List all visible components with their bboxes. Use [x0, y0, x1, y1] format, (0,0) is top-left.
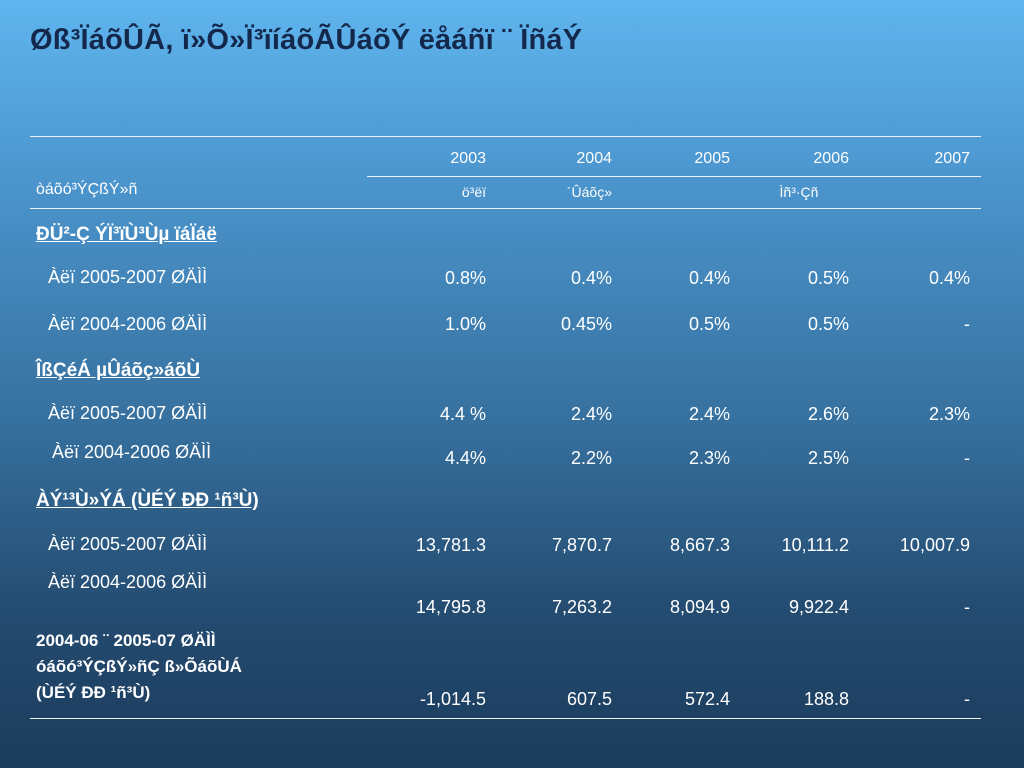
footer-label-line-1: 2004-06 ¨ 2005-07 ØÄÌÌ: [36, 631, 216, 650]
table-cell: 4.4%: [444, 448, 486, 468]
section-title: ÀÝ¹³Ù»ÝÁ (ÙÉÝ ÐÐ ¹ñ³Ù): [36, 490, 259, 511]
table-cell: 9,922.4: [788, 597, 849, 617]
table-cell: 1.0%: [444, 314, 486, 334]
table-bottom-rule: [30, 718, 981, 719]
year-header-2007: 2007: [934, 150, 970, 167]
table-cell: -: [964, 597, 970, 617]
table-cell: 0.5%: [688, 314, 730, 334]
footer-label-line-3: (ÙÉÝ ÐÐ ¹ñ³Ù): [36, 683, 151, 702]
table-cell: -1,014.5: [419, 689, 486, 709]
table-cell: 14,795.8: [415, 597, 486, 617]
year-header-2003: 2003: [450, 150, 486, 167]
table-cell: 2.4%: [570, 404, 612, 424]
table-cell: 8,094.9: [669, 597, 730, 617]
table-cell: -: [964, 689, 970, 709]
table-cell: 0.5%: [807, 268, 849, 288]
row-label: Àëï 2004-2006 ØÄÌÌ: [48, 314, 208, 334]
row-label: Àëï 2005-2007 ØÄÌÌ: [48, 534, 208, 554]
subheader-actual: ö³ëï: [461, 184, 486, 200]
table-cell: 2.3%: [688, 448, 730, 468]
table-cell: 13,781.3: [415, 535, 486, 555]
table-cell: 0.5%: [807, 314, 849, 334]
table-cell: 2.2%: [570, 448, 612, 468]
section-title: ÎßÇéÁ µÛáõç»áõÙ: [36, 360, 201, 381]
table-top-rule: [30, 136, 981, 137]
table-cell: 2.3%: [928, 404, 970, 424]
year-header-2005: 2005: [694, 150, 730, 167]
table-cell: 607.5: [566, 689, 612, 709]
header-bottom-rule: [30, 208, 981, 209]
year-header-2006: 2006: [813, 150, 849, 167]
section-title: ÐÜ²-Ç ÝÏ³ïÙ³Ùµ ïáÏáë: [36, 224, 217, 245]
row-label: Àëï 2005-2007 ØÄÌÌ: [48, 403, 208, 423]
table-cell: 7,870.7: [551, 535, 612, 555]
table-cell: -: [964, 448, 970, 468]
subheader-program: Ìñ³·Çñ: [779, 184, 819, 200]
table-cell: 2.4%: [688, 404, 730, 424]
table-cell: 0.45%: [560, 314, 612, 334]
slide-title: Øß³ÏáõÛÃ, ï»Õ»Ï³ïíáõÃÛáõÝ ëåáñï ¨ ÏñáÝ: [30, 24, 583, 56]
table-cell: 188.8: [803, 689, 849, 709]
table-cell: 8,667.3: [669, 535, 730, 555]
subheader-divider: [367, 176, 981, 177]
table-cell: 0.4%: [688, 268, 730, 288]
row-label: Àëï 2005-2007 ØÄÌÌ: [48, 267, 208, 287]
table-cell: 572.4: [684, 689, 730, 709]
table-cell: 0.4%: [570, 268, 612, 288]
year-header-2004: 2004: [576, 150, 612, 167]
table-cell: 2.6%: [807, 404, 849, 424]
table-cell: 0.4%: [928, 268, 970, 288]
table-cell: 2.5%: [807, 448, 849, 468]
table-cell: -: [964, 314, 970, 334]
row-label: Àëï 2004-2006 ØÄÌÌ: [52, 442, 212, 462]
table-cell: 7,263.2: [551, 597, 612, 617]
row-label: Àëï 2004-2006 ØÄÌÌ: [48, 572, 208, 592]
table-cell: 4.4 %: [439, 404, 486, 424]
row-header-label: òáõó³ÝÇßÝ»ñ: [36, 181, 138, 198]
table-cell: 10,111.2: [781, 535, 849, 555]
table-cell: 10,007.9: [899, 535, 970, 555]
table-cell: 0.8%: [444, 268, 486, 288]
footer-label-line-2: óáõó³ÝÇßÝ»ñÇ ß»ÕáõÙÁ: [36, 657, 242, 676]
subheader-budget: ´Ûáõç»: [566, 184, 612, 200]
